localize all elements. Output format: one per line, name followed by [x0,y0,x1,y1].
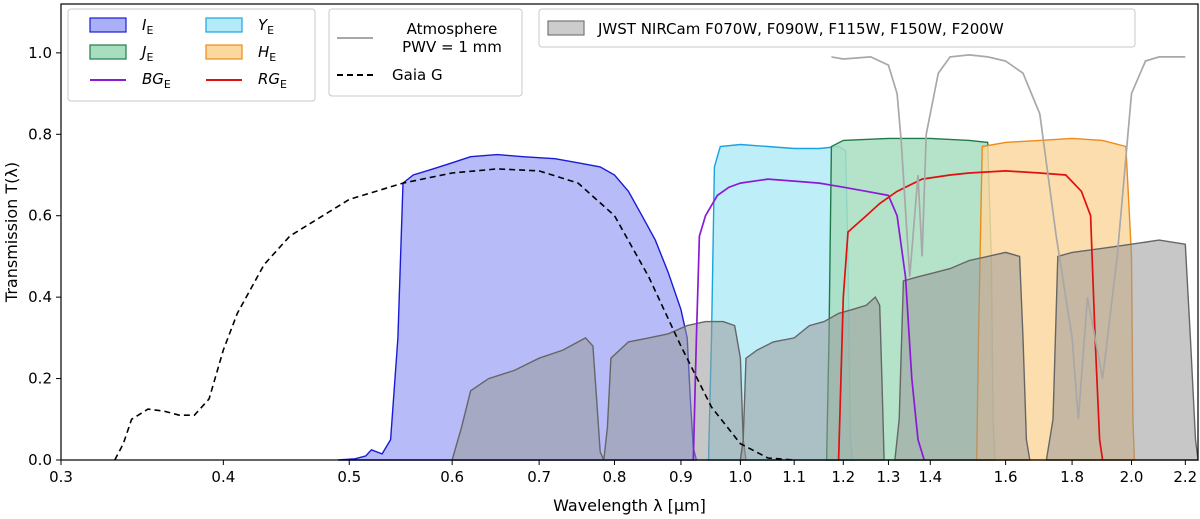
y-tick-label: 0.6 [28,207,52,225]
legend-entry-rg-e-label-subscript: E [280,78,287,91]
legend-entry-bg-e-label: BGE [142,70,171,91]
y-tick-label: 0.8 [28,125,52,143]
legend-entry-atmosphere-label: Atmosphere [407,20,498,38]
legend-entry-i-e-label-main: I [142,16,147,34]
x-tick-label: 1.8 [1060,468,1084,486]
series-bg-e-line [692,178,926,461]
series-rg-e-line [837,170,1104,461]
series-jwst-f150w-area [894,251,1031,461]
y-tick-label: 0.4 [28,288,52,306]
legend-entry-h-e-label: HE [258,43,276,64]
legend-bands-box [67,8,316,102]
y-tick-label: 1.0 [28,44,52,62]
plot-frame [60,3,1199,461]
series-jwst-f200w-area [1045,239,1199,461]
legend-entry-y-e-label: YE [258,16,274,37]
legend-entry-h-e-label-main: H [258,43,269,61]
x-tick-label: 0.9 [669,468,693,486]
axis-layer: 0.3 0.4 0.5 0.6 0.7 0.8 0.9 1.0 1.1 1.2 1.3 1.4 1.6 1… [2,44,1197,515]
legend-entry-h-e-label-subscript: E [269,51,276,64]
legend-entry-i-e-label: IE [142,16,153,37]
legend-entry-y-e-label-main: Y [258,16,269,34]
legend-entry-i-e-label-subscript: E [146,24,153,37]
x-tick-label: 0.8 [603,468,627,486]
x-tick-label: 1.4 [918,468,942,486]
legend-references-box [328,8,523,97]
y-axis-label: Transmission T(λ) [2,162,21,303]
x-tick-label: 0.3 [49,468,73,486]
legend-entry-jwst-label: JWST NIRCam F070W, F090W, F115W, F150W, … [597,20,1004,38]
legend-jwst: JWST NIRCam F070W, F090W, F115W, F150W, … [538,8,1136,48]
x-axis-label: Wavelength λ [μm] [553,496,706,515]
y-tick-label: 0.0 [28,451,52,469]
series-layer [114,54,1199,461]
x-tick-label: 2.0 [1120,468,1144,486]
legend-entry-y-e-label-subscript: E [267,24,274,37]
x-tick-label: 0.5 [337,468,361,486]
x-tick-label: 2.2 [1173,468,1197,486]
legend-entry-j-e-swatch [89,44,127,60]
x-tick-label: 0.6 [440,468,464,486]
legend-entry-h-e-swatch [205,44,243,60]
legend-entry-i-e-swatch [89,17,127,33]
legend-jwst-box [538,8,1136,48]
series-jwst-f115w-area [739,295,885,461]
legend-entry-jwst-swatch [547,20,585,36]
y-tick-label: 0.2 [28,370,52,388]
legend-entry-gaia-label: Gaia G [392,66,443,84]
x-tick-label: 0.7 [527,468,551,486]
legend-entry-rg-e-label: RGE [258,70,287,91]
legend-entry-j-e-label-main: J [139,43,146,61]
legend-entry-j-e-label: JE [139,43,153,64]
legend-entry-j-e-label-subscript: E [146,51,153,64]
series-atmosphere-line [831,54,1186,420]
legend-entry-atmosphere-sublabel: PWV = 1 mm [402,38,502,56]
x-tick-label: 1.2 [831,468,855,486]
legend-entry-rg-e-label-main: RG [258,70,280,88]
x-tick-label: 1.1 [782,468,806,486]
legend-entry-bg-e-label-subscript: E [164,78,171,91]
series-i-e-area [337,153,698,461]
x-tick-label: 0.4 [211,468,235,486]
x-tick-label: 1.0 [728,468,752,486]
x-tick-label: 1.6 [994,468,1018,486]
legend-entry-y-e-swatch [205,17,243,33]
series-jwst-f070w-area [451,337,605,461]
legend-entry-bg-e-label-main: BG [142,70,164,88]
x-tick-label: 1.3 [877,468,901,486]
